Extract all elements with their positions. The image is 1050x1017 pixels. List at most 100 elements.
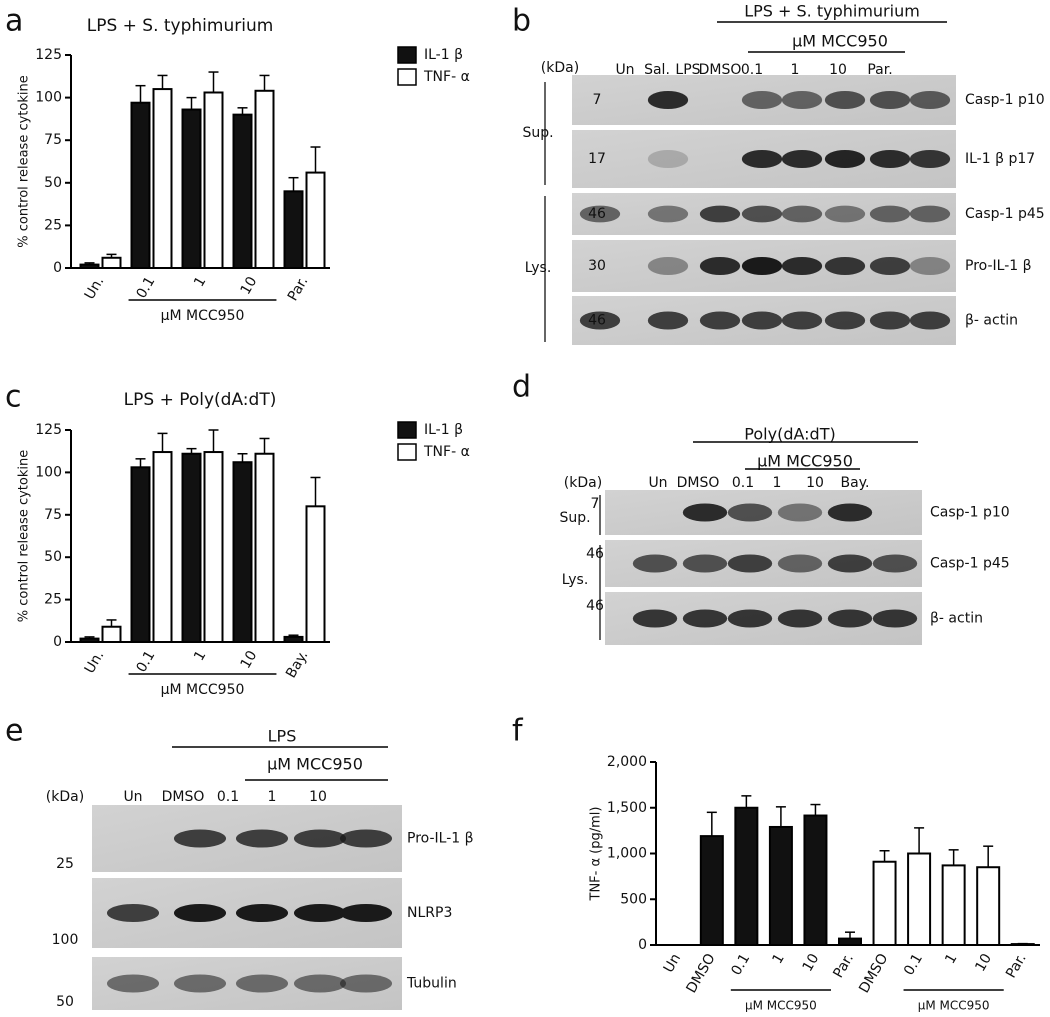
bar — [254, 89, 275, 269]
bar — [203, 91, 224, 269]
error-bar — [237, 452, 248, 463]
band — [339, 974, 393, 993]
x-tick-label: Par. — [285, 274, 312, 304]
band — [293, 829, 347, 848]
error-bar — [810, 803, 821, 816]
x-tick-label: 1 — [770, 951, 788, 967]
row-label: Casp-1 p45 — [965, 206, 1045, 222]
kda-marker: 46 — [588, 206, 606, 222]
band — [827, 554, 873, 573]
band — [741, 257, 783, 275]
error-bar — [135, 458, 146, 468]
band — [682, 554, 728, 573]
row-label: Tubulin — [406, 976, 457, 992]
error-bar — [186, 447, 197, 454]
band — [909, 150, 951, 168]
error-bar — [948, 849, 959, 866]
y-tick-label: 0 — [53, 634, 62, 650]
band — [647, 205, 689, 223]
lane-label: 1 — [791, 62, 800, 78]
blot-subheader: μM MCC950 — [757, 452, 853, 471]
error-bar — [186, 96, 197, 110]
band — [647, 91, 689, 109]
band — [781, 91, 823, 109]
legend-swatch — [397, 421, 417, 439]
band — [777, 609, 823, 628]
band — [827, 609, 873, 628]
group-label: μM MCC950 — [918, 999, 990, 1013]
band — [869, 150, 911, 168]
panel-letter: d — [512, 370, 531, 405]
y-tick-label: 25 — [44, 217, 62, 233]
band — [293, 904, 347, 922]
band — [647, 150, 689, 168]
error-bar — [84, 636, 95, 639]
lane-label: Bay. — [841, 475, 870, 491]
band — [727, 503, 773, 522]
error-bar — [157, 74, 168, 90]
panel-letter: c — [5, 380, 22, 415]
band — [727, 609, 773, 628]
lane-label: 10 — [806, 475, 824, 491]
band — [824, 91, 866, 109]
bar — [768, 825, 793, 947]
row-label: β- actin — [930, 611, 983, 627]
band — [173, 974, 227, 993]
row-label: β- actin — [965, 313, 1018, 329]
error-bar — [157, 432, 168, 453]
y-tick-label: 50 — [44, 175, 62, 191]
y-tick-label: 100 — [35, 464, 62, 480]
band — [579, 311, 621, 330]
band — [106, 904, 160, 922]
lane-label: Un — [123, 789, 142, 805]
band — [872, 554, 918, 573]
blot-subheader: μM MCC950 — [267, 755, 363, 774]
error-bar — [845, 931, 855, 939]
x-tick-label: 10 — [800, 951, 823, 974]
bar — [283, 190, 304, 270]
x-tick-label: 0.1 — [901, 951, 926, 978]
band — [173, 904, 227, 922]
y-axis-label: TNF- α (pg/ml) — [589, 807, 604, 902]
row-label: Casp-1 p10 — [930, 505, 1010, 521]
kda-unit: (kDa) — [541, 60, 579, 76]
band — [699, 257, 741, 275]
bar — [305, 505, 326, 643]
error-bar — [879, 850, 890, 862]
band — [869, 311, 911, 330]
band — [682, 503, 728, 522]
group-label: μM MCC950 — [161, 682, 245, 698]
bar — [181, 452, 202, 643]
x-tick-label: Par. — [830, 951, 857, 981]
error-bar — [208, 429, 219, 453]
section-label: Lys. — [525, 260, 552, 276]
bar — [101, 625, 122, 644]
x-tick-label: 10 — [972, 951, 995, 974]
y-tick-label: 125 — [35, 422, 62, 438]
band — [869, 205, 911, 223]
error-bar — [259, 437, 270, 454]
error-bar — [914, 827, 925, 854]
bar — [152, 451, 173, 643]
band — [872, 609, 918, 628]
band — [699, 205, 741, 223]
band — [909, 205, 951, 223]
lane-label: DMSO — [699, 62, 742, 78]
lane-label: LPS — [675, 62, 700, 78]
bar — [232, 113, 253, 269]
legend-swatch — [397, 443, 417, 461]
band — [824, 311, 866, 330]
kda-marker: 46 — [586, 546, 604, 562]
band — [339, 904, 393, 922]
lane-label: 10 — [829, 62, 847, 78]
x-tick-label: Un. — [82, 274, 108, 302]
band — [632, 609, 678, 628]
legend-swatch — [397, 46, 417, 64]
x-tick-label: DMSO — [684, 951, 719, 996]
bar — [79, 637, 100, 643]
band — [173, 829, 227, 848]
group-label: μM MCC950 — [745, 999, 817, 1013]
legend-label: IL-1 β — [424, 422, 463, 438]
band — [647, 311, 689, 330]
bar — [232, 461, 253, 643]
